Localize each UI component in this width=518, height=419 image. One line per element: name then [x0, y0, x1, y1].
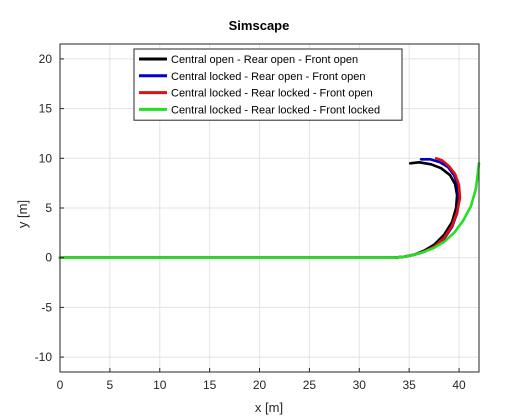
y-axis-ticks: -10 -5 0 5 10 15 20 — [35, 52, 64, 364]
y-tick-label: 0 — [45, 251, 52, 265]
legend-label: Central open - Rear open - Front open — [171, 54, 358, 66]
x-tick-label: 40 — [452, 378, 466, 392]
y-tick-label: -10 — [35, 350, 53, 364]
x-tick-label: 20 — [253, 378, 267, 392]
x-tick-label: 10 — [153, 378, 167, 392]
legend-label: Central locked - Rear locked - Front ope… — [171, 88, 373, 100]
x-tick-label: 30 — [353, 378, 367, 392]
legend: Central open - Rear open - Front open Cen… — [133, 48, 403, 121]
chart-title: Simscape — [229, 18, 290, 33]
y-axis-label: y [m] — [15, 200, 30, 228]
y-tick-label: 20 — [39, 52, 53, 66]
x-tick-label: 15 — [203, 378, 217, 392]
x-axis-label: x [m] — [255, 400, 283, 415]
legend-label: Central locked - Rear open - Front open — [171, 71, 365, 83]
x-tick-label: 5 — [107, 378, 114, 392]
x-tick-label: 0 — [57, 378, 64, 392]
series-layer — [58, 157, 481, 260]
legend-box — [133, 48, 403, 121]
y-tick-label: -5 — [41, 300, 52, 314]
y-tick-label: 15 — [39, 102, 53, 116]
y-tick-label: 5 — [45, 201, 52, 215]
series-line-4 — [58, 162, 481, 260]
x-tick-label: 25 — [303, 378, 317, 392]
x-tick-label: 35 — [402, 378, 416, 392]
x-axis-ticks: 0 5 10 15 20 25 30 35 40 — [57, 368, 466, 392]
legend-label: Central locked - Rear locked - Front loc… — [171, 104, 380, 116]
y-tick-label: 10 — [39, 151, 53, 165]
